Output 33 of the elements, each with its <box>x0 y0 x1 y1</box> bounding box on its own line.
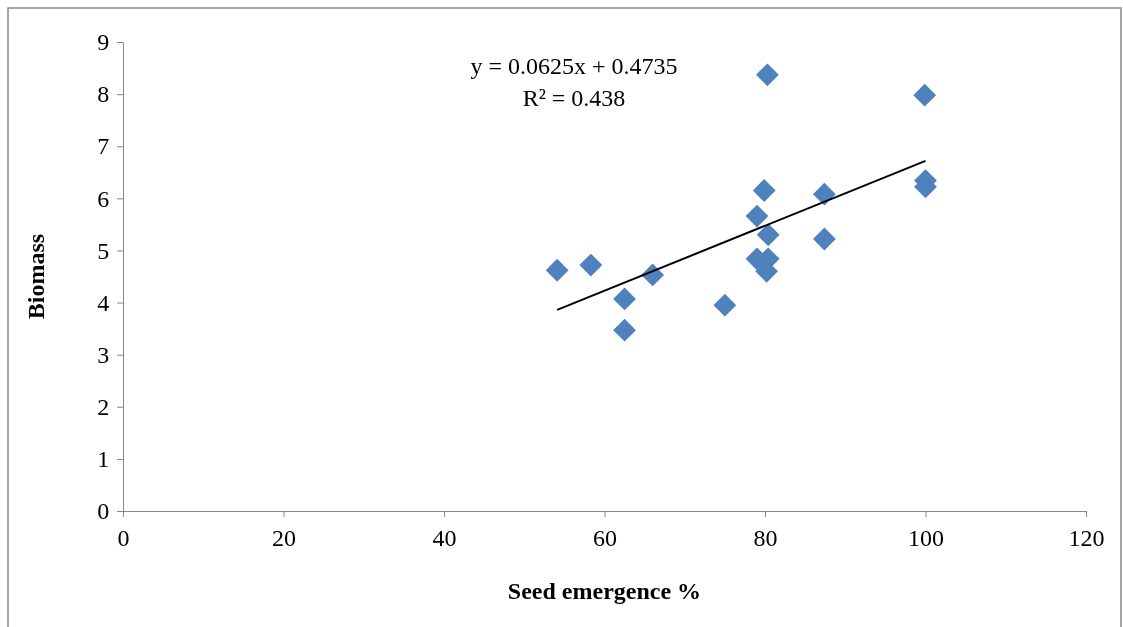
x-tick-label: 0 <box>117 525 130 552</box>
x-tick-label: 60 <box>593 525 617 552</box>
y-tick-label: 5 <box>97 237 110 264</box>
annotation: R² = 0.438 <box>522 85 626 111</box>
y-tick-label: 7 <box>97 133 110 160</box>
x-tick-label: 20 <box>272 525 296 552</box>
point <box>545 258 569 282</box>
y-tick-label: 1 <box>97 446 110 473</box>
y-tick-label: 8 <box>97 81 110 108</box>
y-tick-label: 3 <box>97 341 110 368</box>
point <box>613 318 636 342</box>
x-tick-label: 80 <box>753 525 778 552</box>
x-tick-label: 100 <box>908 525 944 552</box>
y-axis-title: Biomass <box>23 233 49 320</box>
y-tick-label: 9 <box>97 29 110 56</box>
point <box>812 227 836 251</box>
point <box>713 293 737 317</box>
y-tick-label: 0 <box>97 498 110 525</box>
point <box>913 83 937 107</box>
point <box>812 182 836 206</box>
point <box>613 287 636 311</box>
point <box>752 179 776 202</box>
x-tick-label: 40 <box>432 525 457 552</box>
y-tick-label: 4 <box>97 289 110 316</box>
point <box>756 223 780 247</box>
point <box>745 204 769 228</box>
y-tick-label: 2 <box>97 393 110 420</box>
y-tick-label: 6 <box>97 185 110 212</box>
point <box>756 63 779 87</box>
point <box>579 253 603 277</box>
annotation: y = 0.0625x + 0.4735 <box>470 53 678 79</box>
x-tick-label: 120 <box>1068 525 1105 552</box>
x-axis-title: Seed emergence % <box>507 578 702 604</box>
